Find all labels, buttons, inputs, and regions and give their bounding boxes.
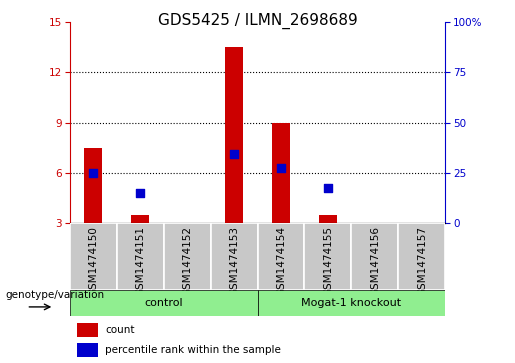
Point [136,190,144,196]
Point [277,165,285,171]
Text: GDS5425 / ILMN_2698689: GDS5425 / ILMN_2698689 [158,13,357,29]
FancyBboxPatch shape [258,223,304,290]
FancyBboxPatch shape [352,223,399,290]
Point [230,151,238,157]
Text: GSM1474155: GSM1474155 [323,226,333,296]
FancyBboxPatch shape [70,223,116,290]
Text: GSM1474153: GSM1474153 [229,226,239,296]
Text: GSM1474156: GSM1474156 [370,226,380,296]
Text: count: count [105,325,135,335]
FancyBboxPatch shape [258,290,445,316]
Text: Mogat-1 knockout: Mogat-1 knockout [301,298,402,308]
FancyBboxPatch shape [399,223,445,290]
Text: GSM1474152: GSM1474152 [182,226,192,296]
Text: genotype/variation: genotype/variation [6,290,105,300]
Text: GSM1474151: GSM1474151 [135,226,145,296]
Text: GSM1474154: GSM1474154 [276,226,286,296]
Bar [77,323,98,337]
Point [324,185,332,191]
Bar [77,343,98,357]
Text: percentile rank within the sample: percentile rank within the sample [105,345,281,355]
Text: control: control [144,298,183,308]
Bar [83,148,102,223]
Text: GSM1474157: GSM1474157 [417,226,427,296]
Point [89,170,97,176]
Bar [319,215,337,223]
Bar [131,215,149,223]
FancyBboxPatch shape [211,223,258,290]
FancyBboxPatch shape [116,223,164,290]
Bar [271,122,290,223]
FancyBboxPatch shape [70,290,258,316]
FancyBboxPatch shape [164,223,211,290]
FancyBboxPatch shape [304,223,352,290]
Bar [225,47,244,223]
Text: GSM1474150: GSM1474150 [88,226,98,296]
